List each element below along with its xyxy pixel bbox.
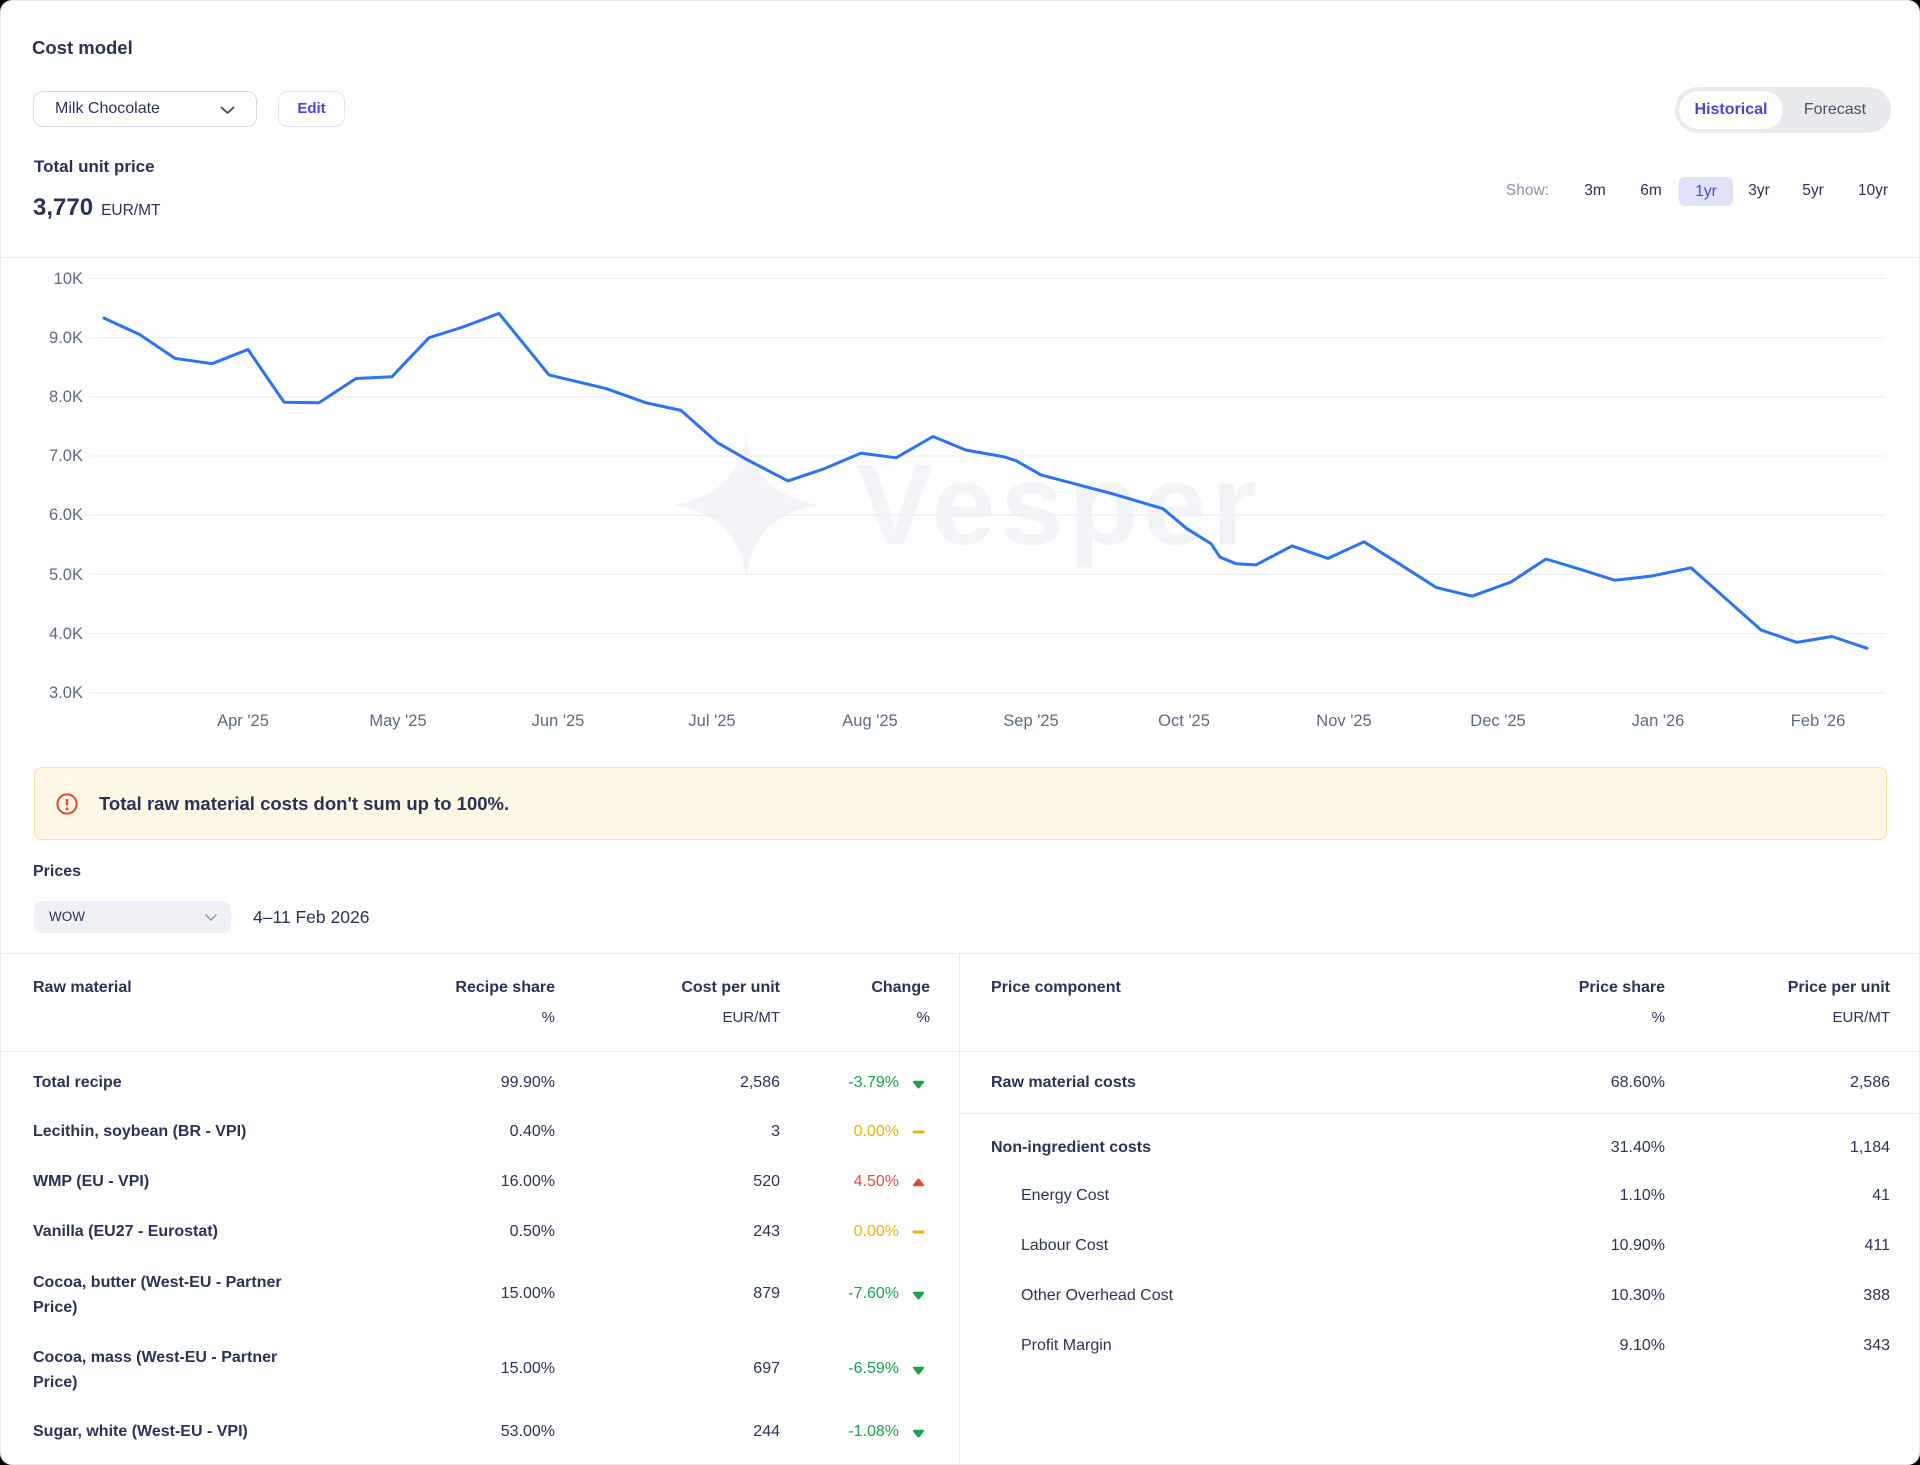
svg-text:7.0K: 7.0K [49, 447, 83, 465]
svg-text:Oct '25: Oct '25 [1158, 712, 1210, 730]
svg-text:Vesper: Vesper [857, 442, 1261, 569]
svg-text:3.0K: 3.0K [49, 684, 83, 702]
svg-text:Jun '25: Jun '25 [532, 712, 585, 730]
svg-text:May '25: May '25 [369, 712, 426, 730]
svg-text:10K: 10K [54, 270, 83, 288]
svg-text:Feb '26: Feb '26 [1791, 712, 1846, 730]
svg-text:Jul '25: Jul '25 [688, 712, 735, 730]
svg-text:Dec '25: Dec '25 [1470, 712, 1525, 730]
svg-text:9.0K: 9.0K [49, 329, 83, 347]
svg-text:4.0K: 4.0K [49, 625, 83, 643]
svg-text:5.0K: 5.0K [49, 566, 83, 584]
svg-text:Sep '25: Sep '25 [1003, 712, 1058, 730]
svg-text:8.0K: 8.0K [49, 388, 83, 406]
svg-text:Apr '25: Apr '25 [217, 712, 269, 730]
svg-text:Nov '25: Nov '25 [1316, 712, 1371, 730]
svg-text:6.0K: 6.0K [49, 506, 83, 524]
svg-text:Aug '25: Aug '25 [842, 712, 897, 730]
svg-text:Jan '26: Jan '26 [1632, 712, 1685, 730]
